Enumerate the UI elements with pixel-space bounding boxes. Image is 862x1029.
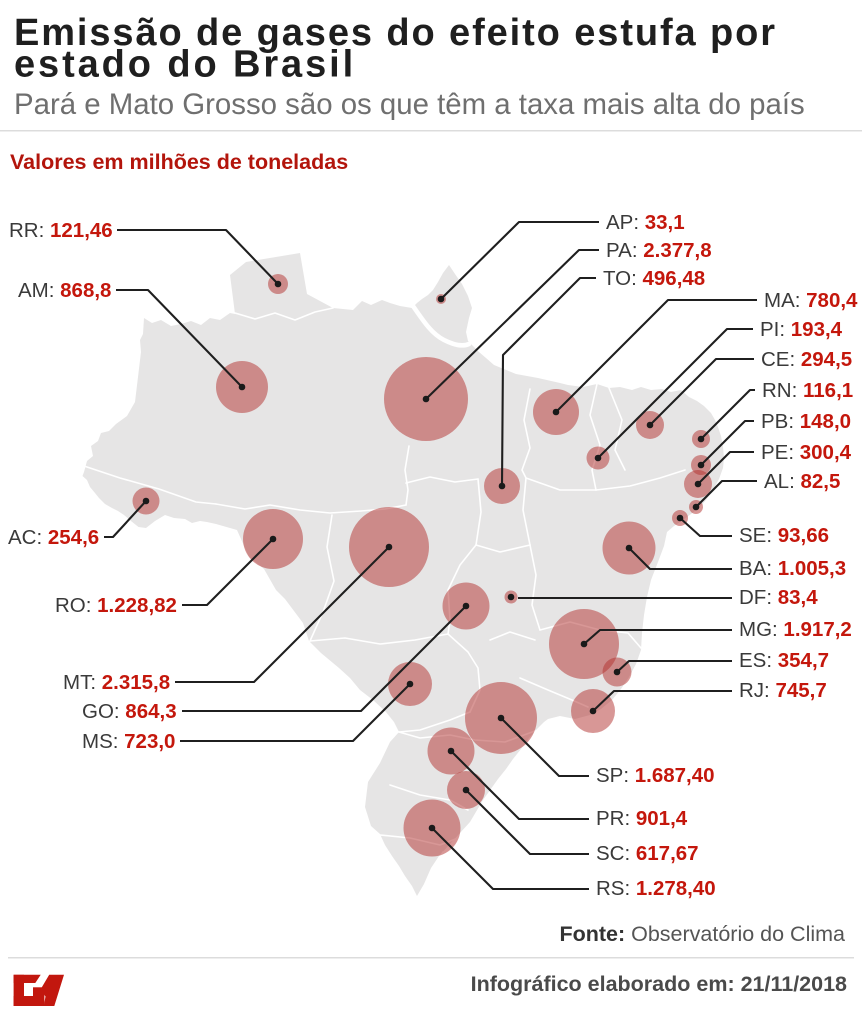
svg-text:PE: 300,4: PE: 300,4 [761,441,852,464]
svg-text:Infográfico elaborado em: 21/1: Infográfico elaborado em: 21/11/2018 [471,972,847,996]
svg-text:PA: 2.377,8: PA: 2.377,8 [606,239,712,262]
svg-text:estado do Brasil: estado do Brasil [14,44,356,86]
svg-text:AC: 254,6: AC: 254,6 [8,526,99,549]
svg-text:AL: 82,5: AL: 82,5 [764,470,840,493]
svg-text:AM: 868,8: AM: 868,8 [18,279,111,302]
svg-text:AP: 33,1: AP: 33,1 [606,211,685,234]
svg-text:SC: 617,67: SC: 617,67 [596,842,699,865]
svg-text:PB: 148,0: PB: 148,0 [761,410,851,433]
svg-text:BA: 1.005,3: BA: 1.005,3 [739,557,846,580]
svg-text:DF: 83,4: DF: 83,4 [739,586,818,609]
svg-text:MS: 723,0: MS: 723,0 [82,730,175,753]
svg-text:Fonte: Observatório do Clima: Fonte: Observatório do Clima [559,922,845,946]
svg-text:RO: 1.228,82: RO: 1.228,82 [55,594,177,617]
svg-text:RN: 116,1: RN: 116,1 [762,379,853,402]
svg-text:Valores em milhões de tonelada: Valores em milhões de toneladas [10,150,348,174]
svg-text:SE: 93,66: SE: 93,66 [739,524,829,547]
svg-text:Pará e Mato Grosso são os que: Pará e Mato Grosso são os que têm a taxa… [14,88,805,121]
svg-text:ES: 354,7: ES: 354,7 [739,649,829,672]
svg-text:MA: 780,4: MA: 780,4 [764,289,858,312]
svg-text:MG: 1.917,2: MG: 1.917,2 [739,618,852,641]
svg-text:GO: 864,3: GO: 864,3 [82,700,177,723]
svg-text:MT: 2.315,8: MT: 2.315,8 [63,671,170,694]
svg-text:RS: 1.278,40: RS: 1.278,40 [596,877,716,900]
svg-text:PI: 193,4: PI: 193,4 [760,318,843,341]
svg-text:RJ: 745,7: RJ: 745,7 [739,679,827,702]
svg-text:PR: 901,4: PR: 901,4 [596,807,688,830]
svg-text:SP: 1.687,40: SP: 1.687,40 [596,764,715,787]
svg-text:TO: 496,48: TO: 496,48 [603,267,705,290]
svg-text:Emissão de gases do efeito est: Emissão de gases do efeito estufa por [14,12,777,54]
svg-text:CE: 294,5: CE: 294,5 [761,348,852,371]
svg-text:RR: 121,46: RR: 121,46 [9,219,113,242]
